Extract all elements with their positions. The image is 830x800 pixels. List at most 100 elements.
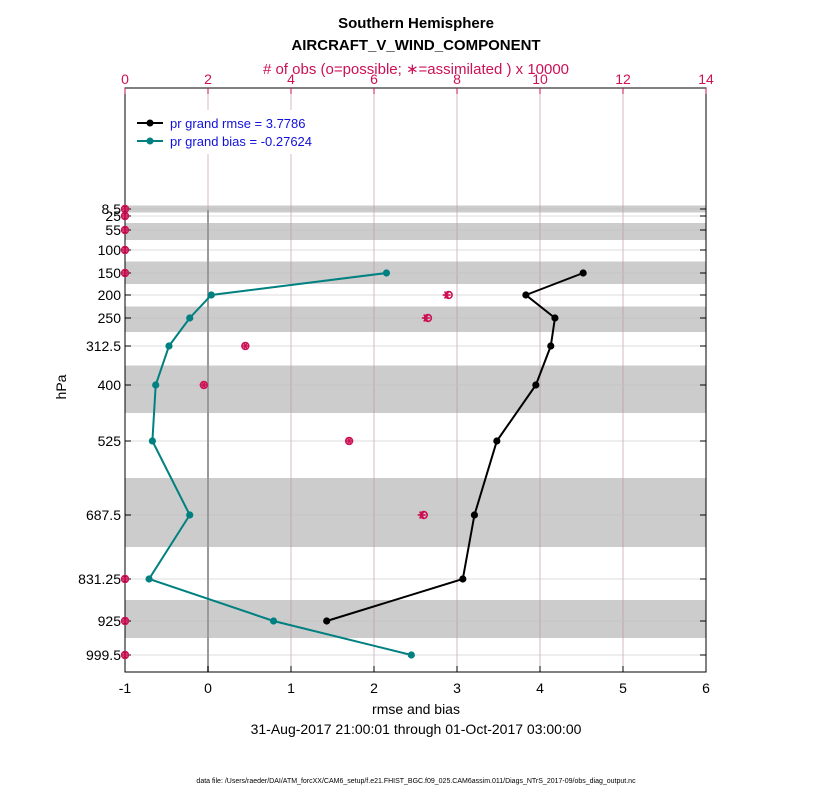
- obs-assimilated-marker: [121, 246, 129, 254]
- rmse-point: [493, 437, 501, 445]
- obs-assimilated-stroke: [122, 269, 128, 277]
- y-tick-label: 312.5: [86, 338, 121, 354]
- top-axis-label: # of obs (o=possible; ∗=assimilated ) x …: [263, 61, 569, 78]
- obs-assimilated-stroke: [122, 651, 128, 659]
- bias-point: [148, 437, 156, 445]
- y-tick-label: 400: [98, 377, 122, 393]
- y-tick-label: 8.5: [102, 201, 122, 217]
- bias-point: [186, 314, 194, 322]
- top-tick-label: 10: [532, 71, 548, 87]
- level-band: [125, 365, 706, 413]
- level-band: [125, 600, 706, 638]
- y-tick-label: 150: [98, 265, 122, 281]
- obs-assimilated-stroke: [122, 575, 128, 583]
- legend: pr grand rmse = 3.7786 pr grand bias = -…: [132, 110, 344, 154]
- x-tick-label: -1: [119, 680, 132, 696]
- y-tick-label: 525: [98, 433, 122, 449]
- y-tick-label: 100: [98, 242, 122, 258]
- level-band: [125, 306, 706, 332]
- bias-point: [382, 269, 391, 277]
- legend-box: [132, 110, 344, 154]
- obs-assimilated-marker: [121, 226, 129, 234]
- obs-assimilated-stroke: [122, 617, 128, 625]
- obs-assimilated-stroke: [122, 246, 128, 254]
- obs-assimilated-marker: [121, 575, 129, 583]
- obs-assimilated-marker: [442, 291, 451, 299]
- top-tick-label: 12: [615, 71, 631, 87]
- obs-assimilated-stroke: [423, 314, 429, 322]
- obs-assimilated-marker: [121, 617, 129, 625]
- bias-point: [145, 575, 153, 583]
- obs-assimilated-marker: [241, 342, 250, 350]
- top-tick-label: 8: [453, 71, 461, 87]
- obs-assimilated-marker: [345, 437, 354, 445]
- y-tick-label: 25: [105, 208, 121, 224]
- bias-line: [147, 272, 412, 656]
- bias-point: [269, 617, 278, 625]
- top-tick-label: 2: [204, 71, 212, 87]
- level-bands: [125, 205, 706, 638]
- obs-assimilated-stroke: [122, 205, 128, 213]
- date-range-label: 31-Aug-2017 21:00:01 through 01-Oct-2017…: [251, 721, 582, 737]
- top-tick-label: 0: [121, 71, 129, 87]
- bias-point: [407, 651, 415, 659]
- bias-point: [186, 511, 194, 519]
- level-band: [125, 223, 706, 240]
- obs-assimilated-stroke: [443, 291, 450, 299]
- grid-lines: [124, 88, 707, 672]
- footer-data-file: data file: /Users/raeder/DAI/ATM_forcXX/…: [196, 778, 636, 785]
- plot-frame: [124, 87, 707, 673]
- x-tick-label: 0: [204, 680, 212, 696]
- obs-assimilated-stroke: [242, 342, 249, 350]
- x-axis-label: rmse and bias: [372, 701, 460, 717]
- y-tick-label: 999.5: [86, 647, 121, 663]
- bias-point: [152, 381, 160, 389]
- obs-assimilated-marker: [121, 212, 129, 220]
- bias-point: [165, 342, 173, 350]
- obs-assimilated-stroke: [122, 212, 128, 220]
- bias-point: [207, 291, 215, 299]
- series-layer: [145, 269, 587, 659]
- obs-assimilated-stroke: [346, 437, 352, 445]
- rmse-point: [459, 575, 467, 583]
- rmse-point: [579, 269, 587, 277]
- y-tick-label: 831.25: [78, 571, 121, 587]
- y-tick-label: 200: [98, 287, 122, 303]
- level-band: [125, 478, 706, 547]
- x-tick-label: 3: [453, 680, 461, 696]
- y-tick-label: 250: [98, 310, 122, 326]
- obs-assimilated-marker: [421, 314, 430, 322]
- x-tick-label: 6: [702, 680, 710, 696]
- legend-rmse-marker: [146, 119, 154, 127]
- rmse-point: [470, 511, 479, 519]
- x-tick-label: 5: [619, 680, 627, 696]
- y-axis-label: hPa: [53, 374, 69, 399]
- rmse-point: [532, 381, 540, 389]
- chart-subtitle: AIRCRAFT_V_WIND_COMPONENT: [291, 37, 540, 54]
- rmse-point: [522, 291, 530, 299]
- obs-assimilated-marker: [199, 381, 208, 389]
- obs-assimilated-marker: [121, 651, 129, 659]
- legend-rmse-label: pr grand rmse = 3.7786: [170, 116, 306, 131]
- y-tick-label: 925: [98, 613, 122, 629]
- obs-assimilated-stroke: [201, 381, 207, 389]
- rmse-point: [323, 617, 331, 625]
- x-tick-label: 2: [370, 680, 378, 696]
- obs-assimilated-marker: [121, 269, 129, 277]
- x-tick-label: 4: [536, 680, 544, 696]
- rmse-point: [551, 314, 559, 322]
- obs-assimilated-marker: [417, 511, 426, 519]
- legend-bias-marker: [146, 137, 154, 145]
- rmse-point: [547, 342, 555, 350]
- top-tick-label: 4: [287, 71, 295, 87]
- obs-assimilated-stroke: [419, 511, 425, 519]
- obs-markers: [120, 204, 453, 660]
- x-tick-label: 1: [287, 680, 295, 696]
- obs-assimilated-marker: [121, 205, 129, 213]
- top-tick-label: 6: [370, 71, 378, 87]
- chart-title: Southern Hemisphere: [338, 15, 494, 32]
- axis-ticks: -1 0 1 2 3 4 5 60 2 4 6 8 10 12 148.525551001502002503…: [78, 71, 714, 696]
- y-tick-label: 687.5: [86, 507, 121, 523]
- y-tick-label: 55: [105, 222, 121, 238]
